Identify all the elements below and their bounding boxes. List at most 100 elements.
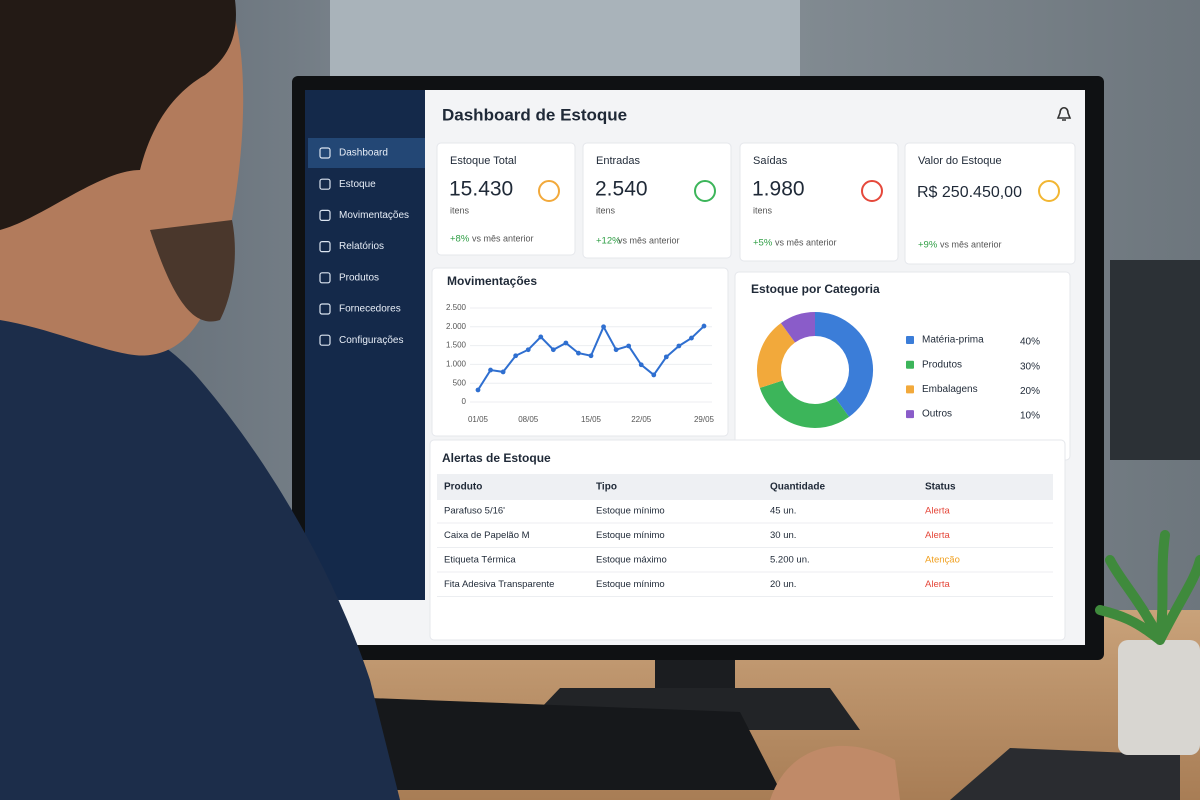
line-point [676,343,682,349]
legend-swatch [906,360,914,369]
kpi-change: +5% [753,238,773,249]
card [904,142,1076,265]
x-tick-label: 15/05 [581,415,602,424]
donut-segment [780,312,816,343]
table-header [437,474,1053,500]
line-point [500,369,506,375]
nav-icon [319,209,331,221]
y-tick-label: 1.500 [446,341,467,350]
nav-item[interactable]: Fornecedores [339,304,401,315]
kpi-change: +9% [918,240,938,251]
kpi-comparison: vs mês anterior [472,233,534,243]
table-cell: Etiqueta Térmica [444,555,516,566]
legend-label: Outros [922,409,952,420]
value-label: 40% [1020,337,1040,348]
x-tick-label: 22/05 [631,415,652,424]
table-title: Alertas de Estoque [442,451,551,465]
chart-title: Estoque por Categoria [751,282,880,296]
legend-label: Matéria-prima [922,335,984,346]
nav-item[interactable]: Configurações [339,335,403,346]
line-point [588,353,594,359]
person-hand [770,745,900,800]
table-header-cell: Quantidade [770,482,825,493]
chair [1110,260,1200,460]
table-cell: Parafuso 5/16' [444,506,505,517]
status-cell: Atenção [925,555,960,566]
cards: Dashboard Estoque Movimentações Relatórios P… [319,142,1076,641]
line-point [488,367,493,373]
chart-title: Movimentações [447,274,537,288]
nav-item[interactable]: Movimentações [339,210,409,221]
line-point [576,350,581,356]
y-tick-label: 1.000 [446,360,467,369]
nav-icon [319,241,331,253]
person-hair [0,0,236,230]
table-header-cell: Status [925,482,956,493]
kpi-icon [538,180,560,202]
card [739,142,899,262]
line-point [638,362,644,368]
table-cell: 20 un. [770,579,796,590]
y-tick-label: 2.500 [446,303,467,312]
status-cell: Alerta [925,506,951,517]
line-point [563,340,569,346]
kpi-change: +12% [596,236,621,247]
card [436,142,576,256]
notebook [950,748,1180,800]
line-point [538,334,544,340]
line-point [601,324,606,330]
kpi-change: +8% [450,234,470,245]
line-point [626,343,632,349]
kpi-unit: itens [753,205,773,215]
kpi-icon [1038,180,1060,202]
line-point [613,347,619,353]
table-cell: 30 un. [770,530,796,541]
nav-icon [319,334,331,346]
sidebar-active [308,138,425,168]
kpi-label: Entradas [596,155,641,167]
legend-swatch [906,410,914,419]
bell-icon[interactable] [1056,106,1072,121]
x-tick-label: 08/05 [518,415,539,424]
kpi-label: Saídas [753,155,788,167]
kpi-value: 15.430 [449,178,513,201]
table-header-cell: Tipo [596,482,617,493]
status-cell: Alerta [925,530,951,541]
table-cell: Estoque mínimo [596,530,665,541]
line-point [475,387,481,393]
x-tick-label: 29/05 [694,415,715,424]
line-point [689,335,694,341]
nav-icon [319,272,331,284]
plant-pot [1118,640,1200,755]
table-cell: 45 un. [770,506,796,517]
kpi-comparison: vs mês anterior [618,235,680,245]
window [330,0,800,80]
status-cell: Alerta [925,579,951,590]
keyboard [355,698,780,790]
value-label: 20% [1020,386,1040,397]
donut-segment [759,379,850,428]
person-shirt [0,298,400,800]
donut-segment [757,323,796,388]
line-point [651,372,657,378]
kpi-value: 2.540 [595,178,648,201]
table-cell: 5.200 un. [770,555,810,566]
table-cell: Estoque mínimo [596,506,665,517]
kpi-label: Estoque Total [450,155,516,167]
nav-item[interactable]: Estoque [339,179,376,190]
nav-icon [319,147,331,159]
nav-item[interactable]: Dashboard [339,148,388,159]
legend-label: Produtos [922,359,962,370]
table-cell: Estoque mínimo [596,579,665,590]
page-title: Dashboard de Estoque [442,105,627,124]
kpi-icon [861,180,883,202]
nav-item[interactable]: Produtos [339,272,379,283]
value-label: 30% [1020,361,1040,372]
line-point [513,353,519,359]
nav-item[interactable]: Relatórios [339,241,384,252]
table-cell: Fita Adesiva Transparente [444,579,554,590]
card [582,142,732,259]
y-tick-label: 0 [462,397,467,406]
person-beard [150,220,235,322]
